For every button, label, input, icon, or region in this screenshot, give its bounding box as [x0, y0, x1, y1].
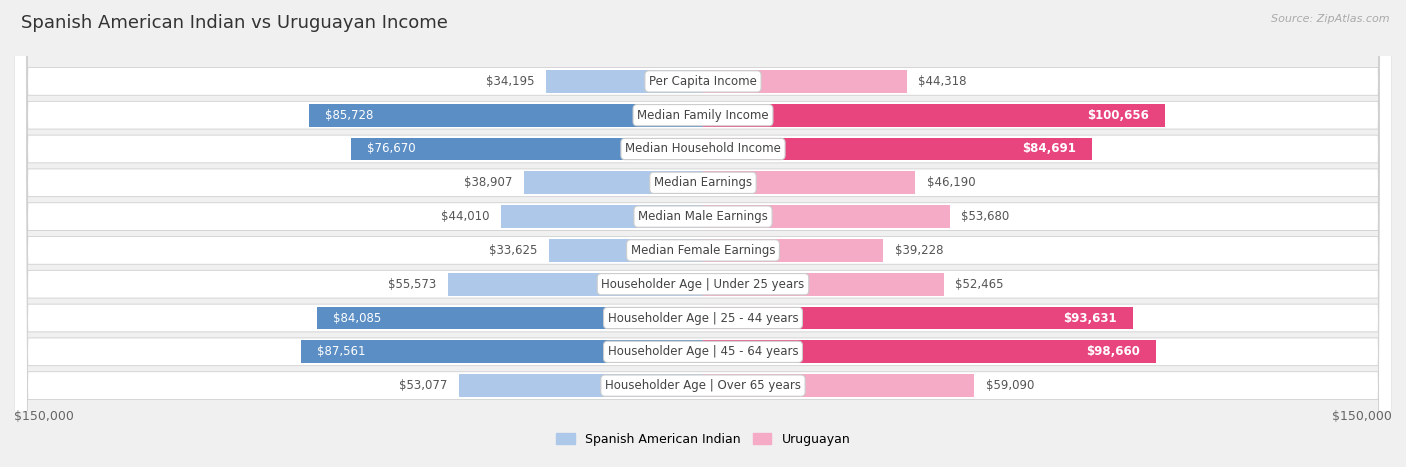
Text: $93,631: $93,631 — [1063, 311, 1116, 325]
Bar — [703, 137, 1092, 161]
Text: Median Female Earnings: Median Female Earnings — [631, 244, 775, 257]
Text: $98,660: $98,660 — [1087, 345, 1140, 358]
FancyBboxPatch shape — [14, 0, 1392, 467]
Text: $150,000: $150,000 — [1331, 410, 1392, 423]
Text: $34,195: $34,195 — [486, 75, 534, 88]
Text: Householder Age | Over 65 years: Householder Age | Over 65 years — [605, 379, 801, 392]
Text: Per Capita Income: Per Capita Income — [650, 75, 756, 88]
Text: $84,691: $84,691 — [1022, 142, 1076, 156]
Bar — [703, 239, 883, 262]
FancyBboxPatch shape — [14, 0, 1392, 467]
Bar — [524, 171, 703, 194]
Text: Median Earnings: Median Earnings — [654, 177, 752, 189]
Bar — [703, 70, 907, 93]
Bar — [703, 104, 1166, 127]
Bar — [703, 205, 949, 228]
Bar — [316, 306, 703, 330]
Bar — [703, 374, 974, 397]
Text: Source: ZipAtlas.com: Source: ZipAtlas.com — [1271, 14, 1389, 24]
Bar — [703, 340, 1156, 363]
FancyBboxPatch shape — [14, 0, 1392, 467]
Text: $46,190: $46,190 — [927, 177, 976, 189]
Text: $55,573: $55,573 — [388, 278, 436, 290]
Text: $33,625: $33,625 — [489, 244, 537, 257]
Text: $38,907: $38,907 — [464, 177, 513, 189]
Text: $53,077: $53,077 — [399, 379, 447, 392]
Text: Median Household Income: Median Household Income — [626, 142, 780, 156]
Bar — [501, 205, 703, 228]
Bar — [703, 306, 1133, 330]
FancyBboxPatch shape — [14, 0, 1392, 467]
Text: Householder Age | 25 - 44 years: Householder Age | 25 - 44 years — [607, 311, 799, 325]
Text: $39,228: $39,228 — [894, 244, 943, 257]
FancyBboxPatch shape — [14, 0, 1392, 467]
FancyBboxPatch shape — [14, 0, 1392, 467]
Bar — [301, 340, 703, 363]
Bar — [352, 137, 703, 161]
FancyBboxPatch shape — [14, 0, 1392, 467]
Legend: Spanish American Indian, Uruguayan: Spanish American Indian, Uruguayan — [551, 428, 855, 451]
Text: $44,318: $44,318 — [918, 75, 966, 88]
FancyBboxPatch shape — [14, 0, 1392, 467]
Bar — [546, 70, 703, 93]
Text: Spanish American Indian vs Uruguayan Income: Spanish American Indian vs Uruguayan Inc… — [21, 14, 449, 32]
Text: $76,670: $76,670 — [367, 142, 416, 156]
Text: $87,561: $87,561 — [316, 345, 366, 358]
Bar — [703, 171, 915, 194]
Text: Householder Age | Under 25 years: Householder Age | Under 25 years — [602, 278, 804, 290]
Bar — [309, 104, 703, 127]
Text: $150,000: $150,000 — [14, 410, 75, 423]
Text: $59,090: $59,090 — [986, 379, 1035, 392]
Text: $52,465: $52,465 — [956, 278, 1004, 290]
Bar — [548, 239, 703, 262]
Text: $84,085: $84,085 — [333, 311, 381, 325]
Text: Householder Age | 45 - 64 years: Householder Age | 45 - 64 years — [607, 345, 799, 358]
Bar — [460, 374, 703, 397]
Text: $44,010: $44,010 — [441, 210, 489, 223]
Bar — [703, 273, 943, 296]
Text: Median Family Income: Median Family Income — [637, 109, 769, 122]
Bar — [447, 273, 703, 296]
Text: Median Male Earnings: Median Male Earnings — [638, 210, 768, 223]
Text: $85,728: $85,728 — [325, 109, 374, 122]
FancyBboxPatch shape — [14, 0, 1392, 467]
Text: $100,656: $100,656 — [1087, 109, 1149, 122]
FancyBboxPatch shape — [14, 0, 1392, 467]
Text: $53,680: $53,680 — [962, 210, 1010, 223]
